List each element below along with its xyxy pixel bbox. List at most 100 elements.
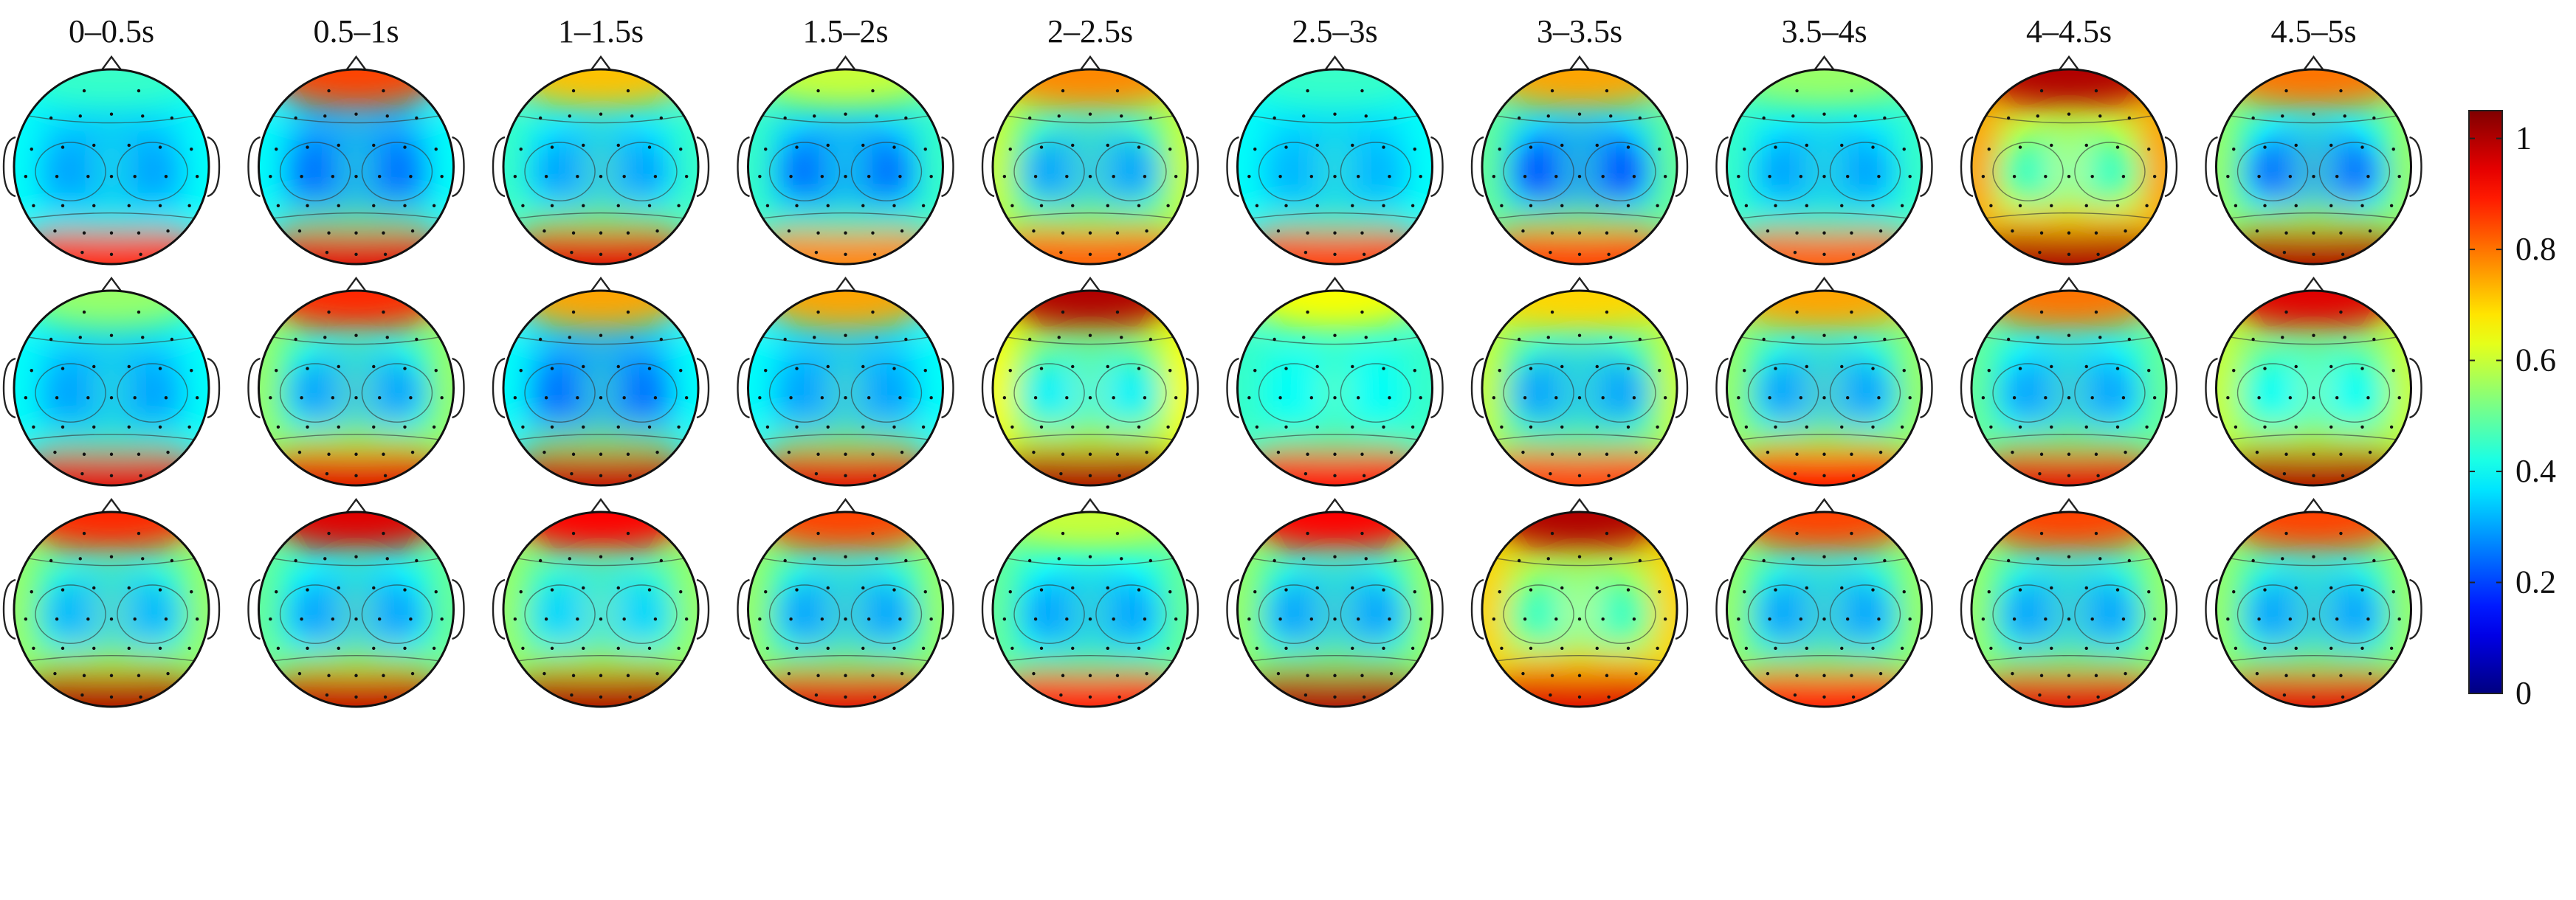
scalp-heatmap [14,69,209,264]
electrode-dot [2360,367,2364,370]
electrode-markers [513,310,689,477]
electrode-dot [677,646,681,650]
electrode-dot [2263,367,2267,370]
right-ear-icon [452,357,465,419]
electrode-dot [323,336,327,339]
electrode-dot [2255,671,2259,676]
right-ear-icon [941,357,954,419]
electrode-dot [1088,674,1092,677]
electrode-dot [2152,175,2157,179]
electrode-dot [92,646,96,650]
electrode-dot [2050,425,2053,429]
electrode-dot [2145,646,2149,650]
electrode-dot [783,116,787,120]
electrode-dot [861,143,865,148]
electrode-dot [1255,204,1259,207]
topomap-panel: 0.5–1s [247,13,465,266]
electrode-dot [2234,425,2238,429]
topomap-panel: 7–7.5s [981,276,1199,487]
electrode-dot [158,145,162,149]
contour-lines [1971,555,2166,664]
electrode-dot [861,204,865,207]
electrode-dot [1605,531,1609,536]
electrode-dot [2294,364,2298,369]
contour-lines [503,112,698,221]
electrode-dot [2090,396,2094,400]
electrode-dot [1523,396,1527,400]
electrode-dot [1148,337,1153,342]
electrode-dot [109,252,114,256]
topomap-panel: 3–3.5s [1470,13,1689,266]
head-outline [747,510,944,708]
electrode-dot [2372,116,2376,120]
electrode-dot [1061,231,1065,235]
electrode-dot [1634,671,1638,676]
electrode-dot [1002,175,1007,179]
electrode-dot [276,646,280,650]
colorbar: 0 0.2 0.4 0.6 0.8 1 [2468,110,2556,711]
electrode-markers [1492,531,1667,699]
electrode-markers [24,89,199,256]
electrode-dot [1247,617,1251,621]
electrode-dot [109,555,114,558]
electrode-dot [923,369,927,373]
electrode-dot [2050,646,2053,650]
electrode-dot [275,369,278,373]
electrode-dot [1388,396,1391,400]
electrode-dot [1333,555,1337,558]
electrode-dot [844,474,847,477]
electrode-dot [626,531,630,536]
electrode-dot [2084,143,2088,148]
electrode-dot [582,425,585,429]
contour-lines [1237,112,1433,221]
electrode-dot [385,114,389,118]
electrode-dot [2263,588,2267,592]
electrode-dot [1333,396,1337,400]
electrode-dot [892,145,896,149]
electrode-dot [1309,175,1314,179]
electrode-dot [519,590,523,594]
electrode-dot [24,175,28,179]
electrode-dot [844,112,847,116]
electrode-dot [1039,646,1044,650]
electrode-dot [820,396,824,400]
electrode-dot [2263,204,2267,207]
electrode-dot [2006,116,2011,120]
electrode-dot [1027,337,1032,342]
electrode-dot [337,204,340,207]
electrode-markers [1981,89,2157,256]
head-outline [13,289,210,487]
electrode-dot [813,336,816,339]
electrode-dot [892,204,896,207]
electrode-dot [2294,425,2298,429]
electrode-dot [1315,364,1319,369]
electrode-dot [1634,450,1638,454]
electrode-dot [647,646,652,650]
electrode-dot [2098,114,2102,118]
electrode-dot [1333,112,1337,116]
scalp-heatmap [1971,512,2166,707]
head-outline [2215,68,2412,266]
electrode-dot [190,369,193,373]
electrode-dot [1413,148,1416,151]
right-ear-icon [2164,357,2178,419]
electrode-dot [1351,143,1354,148]
contour-lines [258,112,454,221]
electrode-dot [2036,336,2039,339]
electrode-dot [1560,646,1564,650]
electrode-dot [2312,452,2315,456]
electrode-dot [331,396,335,400]
electrode-dot [2039,310,2044,314]
left-ear-icon [1715,357,1729,419]
topomap-panel: 9–9.5s [1960,276,2178,487]
electrode-dot [1981,617,1986,621]
scalp-heatmap [993,291,1188,485]
electrode-dot [844,396,847,400]
electrode-dot [2335,396,2339,400]
electrode-dot [2360,425,2364,429]
head-outline [258,68,455,266]
electrode-dot [2232,369,2236,373]
electrode-dot [127,364,131,369]
scalp-heatmap [503,291,698,485]
contour-lines [993,112,1188,221]
